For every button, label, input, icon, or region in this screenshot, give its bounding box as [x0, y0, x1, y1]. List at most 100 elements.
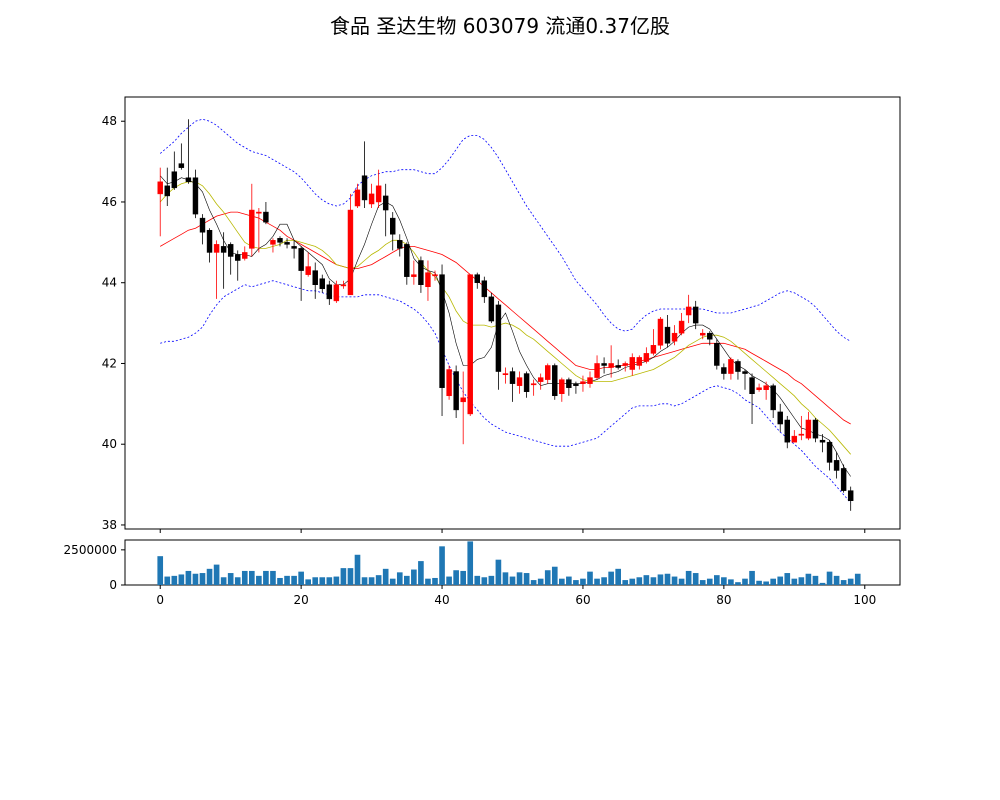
- candle-body: [580, 381, 586, 384]
- volume-bar: [728, 579, 734, 585]
- volume-bar: [854, 573, 861, 585]
- candle-body: [770, 385, 776, 411]
- candle-body: [390, 217, 396, 235]
- candle-body: [608, 363, 614, 368]
- candle-body: [833, 460, 840, 471]
- candle-body: [291, 246, 297, 249]
- volume-bar: [812, 575, 819, 585]
- candle-body: [213, 244, 220, 253]
- volume-bar: [805, 573, 812, 585]
- volume-bar: [587, 571, 593, 585]
- candle-body: [263, 211, 269, 223]
- volume-bar: [664, 573, 671, 585]
- volume-bar: [199, 573, 206, 585]
- candle-body: [382, 195, 389, 211]
- candle-body: [502, 373, 509, 376]
- candle-body: [530, 383, 537, 386]
- volume-bar: [241, 570, 248, 585]
- volume-bar: [840, 580, 847, 585]
- price-y-tick-label: 48: [102, 114, 117, 128]
- volume-bar: [721, 577, 727, 585]
- candle-body: [650, 345, 657, 354]
- volume-bar: [171, 575, 178, 585]
- candle-body: [509, 371, 516, 384]
- volume-bar: [763, 581, 769, 585]
- volume-bar: [777, 576, 784, 585]
- volume-bar: [347, 568, 354, 585]
- volume-bar: [601, 577, 607, 585]
- candle-body: [488, 296, 495, 322]
- candle-body: [749, 377, 755, 394]
- volume-bar: [706, 578, 713, 585]
- volume-bar: [770, 578, 776, 585]
- volume-bar: [559, 578, 565, 585]
- candle-body: [192, 177, 199, 215]
- volume-bar: [361, 577, 368, 585]
- volume-bar: [692, 573, 699, 585]
- candle-body: [347, 209, 354, 296]
- volume-bar: [333, 576, 340, 585]
- price-y-tick-label: 44: [102, 276, 117, 290]
- candle-body: [685, 306, 692, 316]
- chart-title: 食品 圣达生物 603079 流通0.37亿股: [330, 14, 670, 38]
- volume-bar: [298, 571, 304, 585]
- candle-body: [164, 185, 170, 197]
- volume-bar: [284, 575, 290, 585]
- price-y-tick-label: 40: [102, 437, 117, 451]
- volume-bar: [206, 568, 213, 585]
- candle-body: [763, 385, 769, 390]
- candle-body: [411, 274, 417, 277]
- volume-bar: [636, 577, 643, 585]
- candle-body: [270, 240, 276, 245]
- candle-body: [199, 217, 206, 233]
- candle-body: [700, 332, 706, 336]
- volume-bar: [516, 572, 523, 585]
- volume-bar: [798, 577, 805, 585]
- volume-bar: [742, 578, 748, 585]
- candle-body: [692, 306, 699, 324]
- volume-bar: [234, 577, 241, 585]
- candle-body: [537, 377, 544, 382]
- candle-body: [552, 365, 558, 397]
- candle-body: [474, 274, 480, 283]
- candle-body: [798, 433, 805, 436]
- volume-bar: [714, 575, 720, 585]
- candle-body: [622, 363, 628, 366]
- candle-body: [742, 371, 748, 374]
- volume-bar: [671, 576, 678, 585]
- volume-bar: [432, 577, 438, 585]
- volume-bar: [389, 578, 396, 585]
- candle-body: [361, 175, 368, 201]
- candle-body: [573, 383, 579, 386]
- volume-bar: [566, 576, 572, 585]
- candle-body: [629, 357, 635, 370]
- volume-bar: [826, 571, 833, 585]
- volume-bar: [650, 577, 657, 585]
- candle-body: [714, 343, 720, 366]
- price-plot-frame: [124, 96, 901, 530]
- volume-bar: [439, 546, 445, 585]
- volume-bar: [305, 579, 311, 585]
- volume-bar: [192, 573, 199, 585]
- volume-bar: [256, 575, 262, 585]
- x-tick-label: 40: [434, 593, 449, 607]
- volume-bar: [220, 577, 227, 585]
- volume-bar: [502, 572, 509, 585]
- candle-body: [481, 280, 488, 298]
- volume-bar: [657, 574, 664, 585]
- candle-body: [601, 363, 607, 366]
- volume-bar: [467, 541, 474, 585]
- candle-body: [826, 441, 833, 463]
- volume-bar: [580, 578, 586, 585]
- volume-bar: [354, 554, 361, 585]
- candle-body: [171, 171, 178, 189]
- volume-bar: [608, 571, 614, 585]
- candle-body: [249, 209, 255, 249]
- candle-body: [728, 359, 734, 374]
- candle-body: [453, 371, 459, 411]
- candle-body: [735, 361, 741, 372]
- candle-body: [418, 260, 424, 285]
- candle-body: [784, 419, 790, 443]
- volume-panel: 0 20 40 60 80 100 0 2500000: [64, 539, 901, 607]
